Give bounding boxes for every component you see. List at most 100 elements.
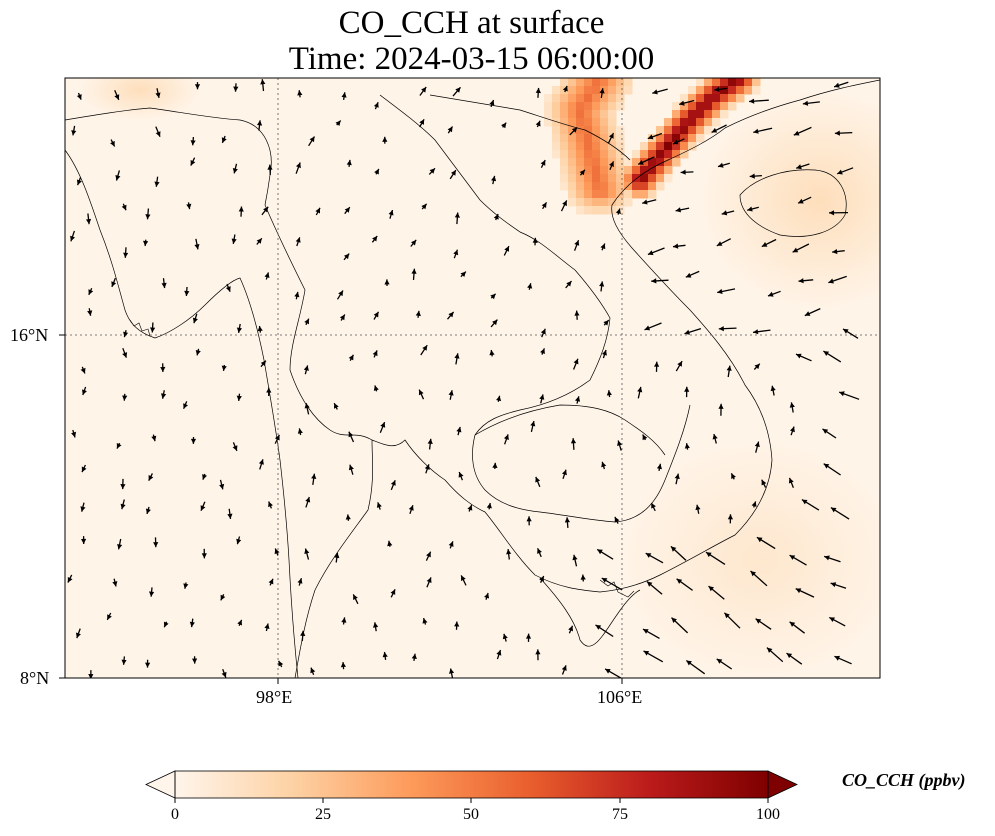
co-cell (560, 94, 569, 103)
co-cell (616, 134, 625, 143)
wind-arrow (836, 167, 854, 175)
wind-arrow (311, 473, 317, 485)
wind-arrow (679, 99, 695, 106)
co-cell (600, 174, 609, 183)
co-cell (624, 174, 633, 183)
co-cell (568, 142, 577, 151)
wind-arrow (766, 647, 784, 663)
co-cell (568, 94, 577, 103)
co-cell (680, 126, 689, 135)
wind-arrow (525, 633, 532, 642)
wind-arrow (595, 624, 614, 638)
co-cell (680, 142, 689, 151)
wind-arrow (770, 385, 776, 396)
co-cell (576, 102, 585, 111)
wind-arrow (221, 668, 227, 678)
wind-arrow (526, 516, 532, 526)
wind-arrow (236, 536, 242, 545)
co-cell (560, 174, 569, 183)
x-tick-label-98e: 98°E (256, 687, 293, 707)
co-cell (624, 86, 633, 95)
wind-arrow (832, 249, 845, 255)
wind-arrow (88, 288, 94, 296)
wind-arrow (145, 506, 151, 515)
wind-arrow (792, 243, 810, 253)
wind-arrow (425, 551, 432, 561)
co-cell (584, 86, 593, 95)
co-cell (552, 118, 561, 127)
wind-arrow (305, 496, 311, 508)
co-cell (696, 126, 705, 135)
co-cell (640, 182, 649, 191)
co-cell (656, 182, 665, 191)
wind-arrow (379, 421, 386, 434)
co-cell (704, 110, 713, 119)
wind-arrow (122, 347, 128, 358)
wind-arrow (723, 612, 741, 629)
wind-arrow (154, 176, 160, 187)
co-cell (568, 166, 577, 175)
co-cell (616, 174, 625, 183)
wind-arrow (842, 328, 859, 339)
wind-arrow (489, 99, 495, 108)
wind-arrow (112, 578, 118, 587)
wind-arrow (795, 353, 812, 362)
wind-arrow (303, 365, 309, 375)
wind-arrow (789, 621, 805, 634)
wind-arrow (802, 100, 820, 106)
wind-arrow (721, 210, 735, 216)
wind-arrow (294, 291, 300, 300)
co-cell (616, 102, 625, 111)
co-cell (648, 158, 657, 167)
wind-arrow (601, 461, 607, 470)
wind-arrow (535, 649, 541, 661)
wind-arrow (297, 578, 303, 586)
co-cell (672, 102, 681, 111)
wind-arrow (643, 650, 664, 663)
co-cell (616, 126, 625, 135)
co-cell (616, 182, 625, 191)
co-cell (752, 78, 761, 87)
co-cell (568, 118, 577, 127)
co-cell (680, 110, 689, 119)
co-cell (608, 126, 617, 135)
wind-arrow (116, 442, 122, 449)
co-cell (584, 182, 593, 191)
wind-arrow (541, 202, 548, 210)
wind-arrow (767, 290, 781, 297)
co-cell (560, 78, 569, 87)
wind-arrow (804, 308, 821, 317)
wind-arrow (151, 434, 157, 442)
co-cell (720, 78, 729, 87)
co-cell (592, 166, 601, 175)
co-cell (584, 94, 593, 103)
co-cell (552, 110, 561, 119)
co-cell (576, 174, 585, 183)
wind-arrow (420, 344, 428, 356)
wind-arrow (186, 202, 192, 210)
wind-arrow (86, 213, 92, 225)
co-cell (584, 166, 593, 175)
wind-arrow (540, 328, 546, 338)
wind-arrow (260, 79, 266, 92)
wind-arrow (560, 200, 568, 212)
wind-arrow (680, 169, 694, 175)
wind-arrow (80, 366, 86, 374)
wind-arrow (642, 199, 657, 205)
co-cell (656, 158, 665, 167)
wind-arrow (295, 162, 301, 174)
wind-arrow (348, 354, 354, 362)
wind-arrow (503, 434, 509, 445)
co-cell (632, 182, 641, 191)
co-cell (720, 94, 729, 103)
wind-arrow (790, 426, 795, 436)
co-cell (560, 134, 569, 143)
wind-arrow (221, 135, 227, 144)
wind-arrow (334, 552, 340, 563)
co-cell (704, 78, 713, 87)
wind-arrow (614, 516, 620, 524)
co-cell (664, 150, 673, 159)
wind-arrow (348, 464, 354, 475)
wind-arrow (106, 612, 112, 621)
co-cell (600, 182, 609, 191)
